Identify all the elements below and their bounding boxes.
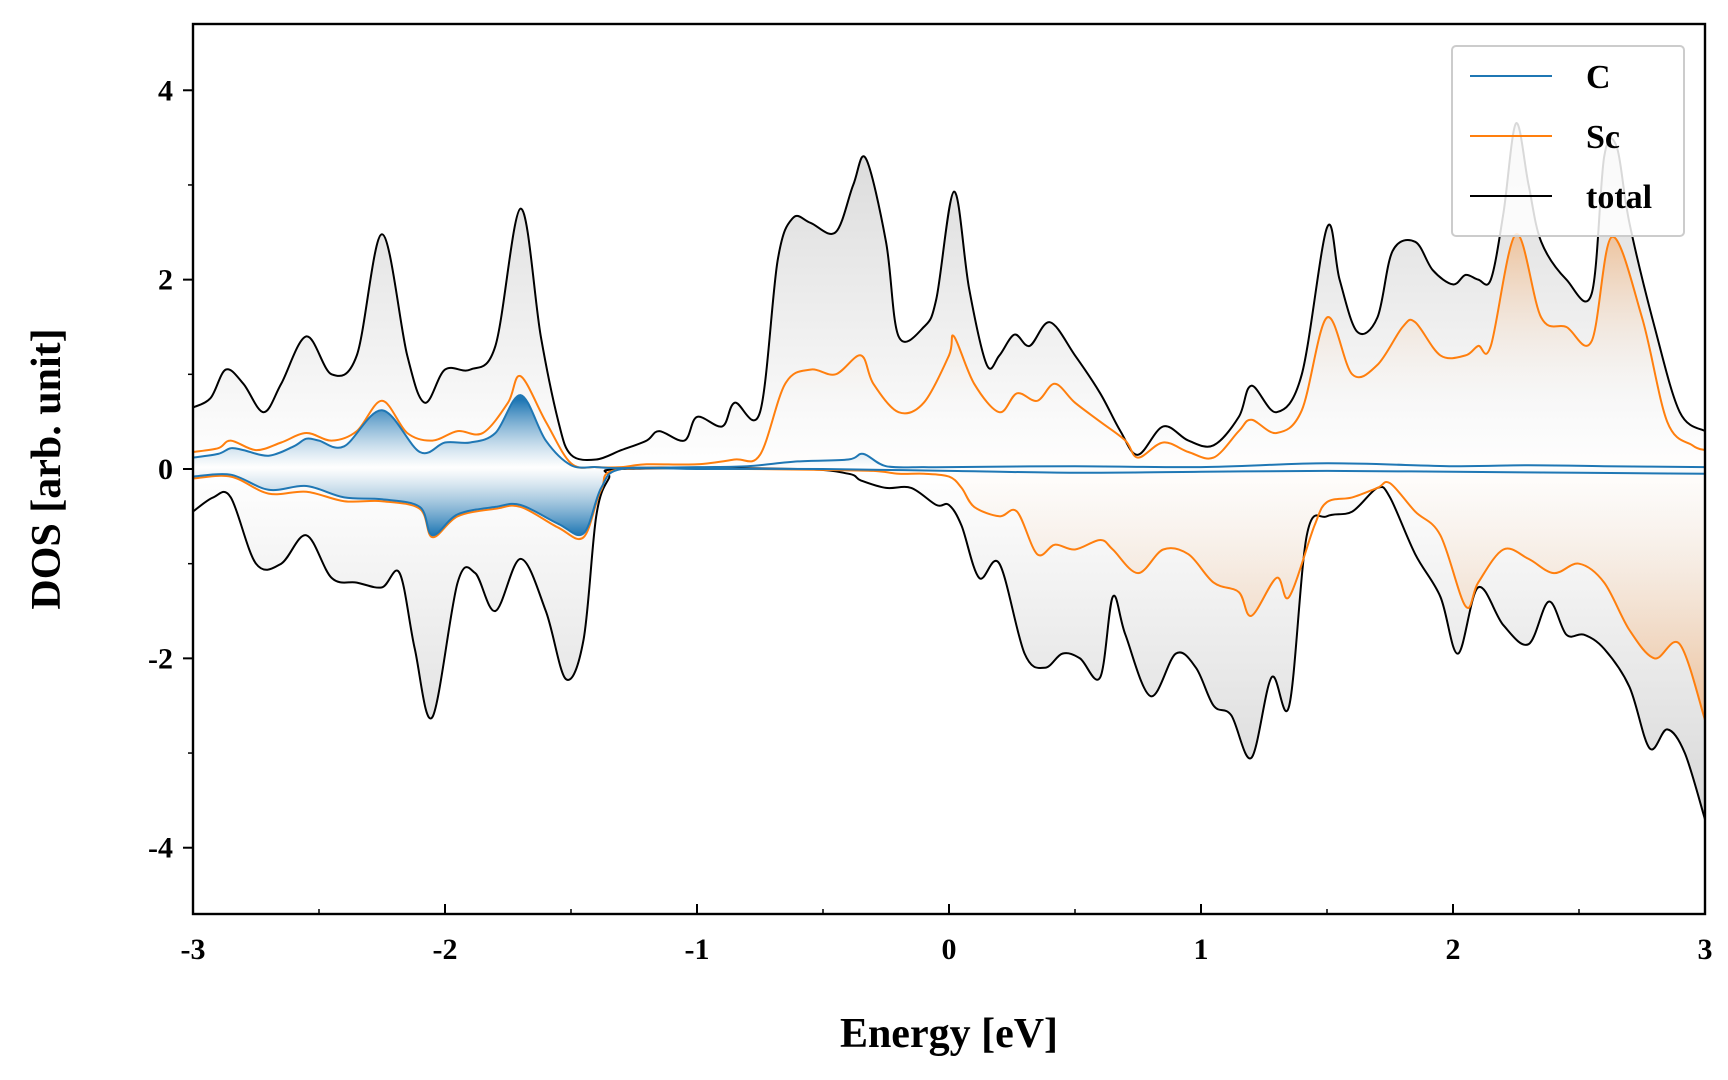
line-total-spin-up (192, 122, 1706, 462)
legend-label-total: total (1586, 179, 1652, 216)
y-tick-label: -4 (148, 832, 173, 865)
x-tick-label: -3 (181, 933, 206, 966)
x-tick-label: -2 (433, 933, 458, 966)
fill-total-spin-down (193, 468, 1705, 820)
y-tick-label: -2 (148, 642, 173, 675)
fill-c-spin-down (193, 467, 1705, 536)
y-tick-label: 4 (158, 74, 173, 107)
x-tick-label: 0 (942, 933, 957, 966)
line-total-spin-down (192, 467, 1706, 820)
x-tick-label: 3 (1698, 933, 1713, 966)
fill-c-spin-up (193, 395, 1705, 469)
legend-label-sc: Sc (1586, 119, 1620, 156)
x-axis-title: Energy [eV] (840, 1011, 1058, 1057)
legend: C Sc total (1451, 45, 1685, 237)
y-tick-label: 2 (158, 264, 173, 297)
fill-sc-spin-up (193, 233, 1705, 469)
line-c-spin-up (192, 394, 1706, 470)
line-sc-spin-down (192, 466, 1706, 721)
x-tick-label: 2 (1446, 933, 1461, 966)
x-tick-label: -1 (685, 933, 710, 966)
line-c-spin-down (192, 466, 1706, 537)
y-tick-label: 0 (158, 453, 173, 486)
line-sc-spin-up (192, 233, 1706, 469)
x-axis-ticks: -3 -2 -1 0 1 2 3 (181, 904, 1713, 966)
x-tick-label: 1 (1194, 933, 1209, 966)
legend-box (1451, 45, 1685, 237)
y-axis-ticks: -4 -2 0 2 4 (148, 74, 193, 865)
dos-fills (193, 123, 1705, 820)
y-axis-title: DOS [arb. unit] (24, 328, 70, 609)
dos-lines (192, 122, 1706, 820)
legend-label-c: C (1586, 59, 1611, 96)
